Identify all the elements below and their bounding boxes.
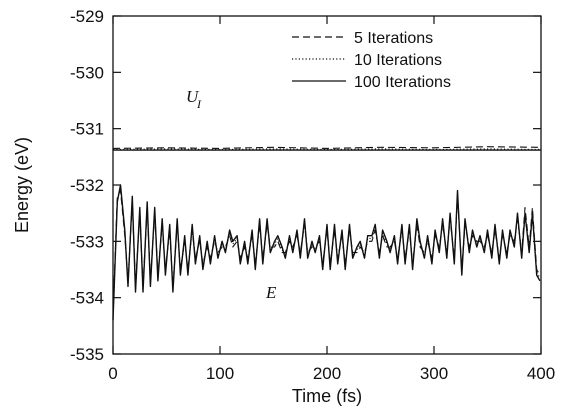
legend-label: 5 Iterations: [354, 30, 433, 47]
x-tick-label: 0: [108, 364, 117, 383]
annotation-u-subscript: I: [196, 97, 202, 111]
series-layer: [112, 146, 542, 321]
annotation-e-label: E: [265, 283, 277, 302]
x-tick-label: 100: [206, 364, 234, 383]
series-line-u-i-dashed: [112, 146, 542, 149]
x-tick-label: 300: [420, 364, 448, 383]
series-line-e-dashed: [112, 190, 541, 315]
y-tick-label: -531: [70, 120, 104, 139]
y-tick-label: -529: [70, 7, 104, 26]
legend: 5 Iterations 10 Iterations 100 Iterations: [292, 30, 451, 91]
y-tick-label: -530: [70, 63, 104, 82]
y-tick-label: -532: [70, 176, 104, 195]
annotations-layer: UI E: [186, 87, 277, 302]
y-tick-label: -533: [70, 232, 104, 251]
legend-label: 100 Iterations: [354, 74, 451, 91]
legend-label: 10 Iterations: [354, 52, 442, 69]
x-axis-label: Time (fs): [292, 386, 362, 406]
annotation-u-label: U: [186, 87, 200, 106]
x-tick-label: 200: [313, 364, 341, 383]
plot-frame: [112, 15, 542, 355]
y-tick-label: -534: [70, 289, 104, 308]
y-tick-label: -535: [70, 345, 104, 364]
series-line-e-dotted: [112, 187, 541, 318]
axes-layer: 0 100 200 300 400 -529 -530 -531 -532 -533 -534 -53…: [12, 7, 555, 406]
y-axis-label: Energy (eV): [12, 137, 32, 233]
x-tick-label: 400: [527, 364, 555, 383]
series-line-e-solid: [112, 184, 541, 321]
